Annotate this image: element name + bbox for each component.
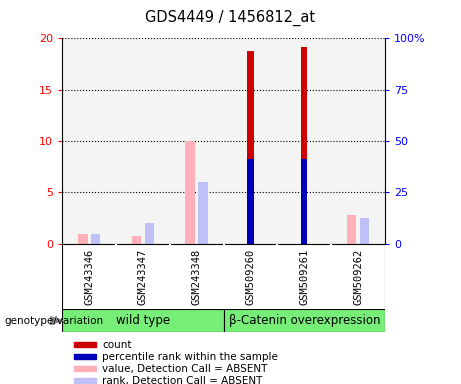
- Text: GSM243348: GSM243348: [192, 249, 202, 305]
- Bar: [132, 236, 142, 244]
- Bar: [74, 342, 96, 347]
- Text: wild type: wild type: [116, 314, 170, 327]
- FancyBboxPatch shape: [224, 309, 385, 332]
- Bar: [74, 378, 96, 383]
- Text: count: count: [102, 339, 131, 350]
- Text: GSM243346: GSM243346: [84, 249, 94, 305]
- Bar: [360, 218, 369, 244]
- Text: β-Catenin overexpression: β-Catenin overexpression: [229, 314, 380, 327]
- Text: genotype/variation: genotype/variation: [5, 316, 104, 326]
- FancyBboxPatch shape: [62, 309, 224, 332]
- Bar: [247, 159, 254, 244]
- Text: GDS4449 / 1456812_at: GDS4449 / 1456812_at: [145, 10, 316, 26]
- Polygon shape: [50, 316, 63, 325]
- Bar: [185, 141, 195, 244]
- Bar: [247, 51, 254, 244]
- Bar: [198, 182, 208, 244]
- Bar: [301, 159, 307, 244]
- Text: GSM509262: GSM509262: [353, 249, 363, 305]
- Text: percentile rank within the sample: percentile rank within the sample: [102, 352, 278, 362]
- Bar: [74, 366, 96, 371]
- Text: GSM509261: GSM509261: [299, 249, 309, 305]
- Bar: [347, 215, 356, 244]
- Bar: [145, 223, 154, 244]
- Bar: [74, 354, 96, 359]
- Bar: [91, 233, 100, 244]
- Bar: [301, 46, 307, 244]
- Text: GSM509260: GSM509260: [245, 249, 255, 305]
- Text: GSM243347: GSM243347: [138, 249, 148, 305]
- Text: rank, Detection Call = ABSENT: rank, Detection Call = ABSENT: [102, 376, 262, 384]
- Bar: [78, 233, 88, 244]
- Text: value, Detection Call = ABSENT: value, Detection Call = ABSENT: [102, 364, 267, 374]
